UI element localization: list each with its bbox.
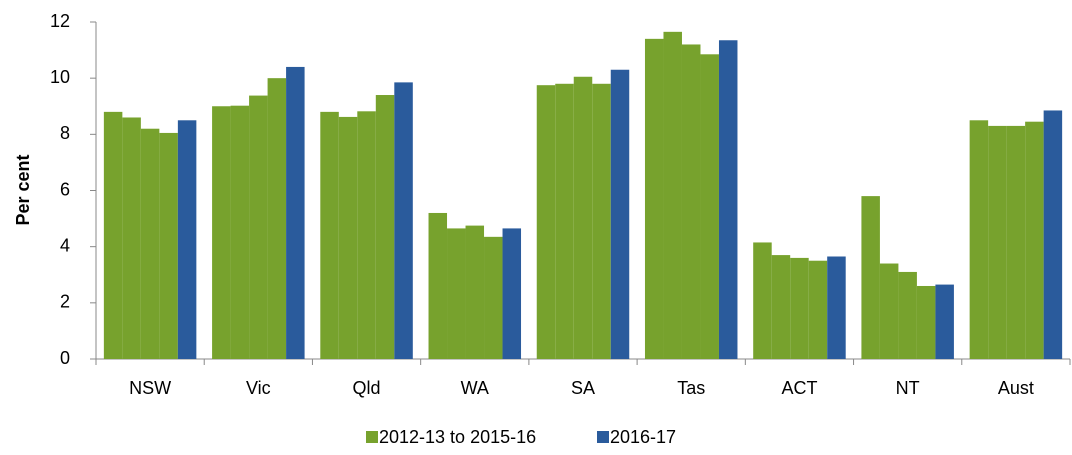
legend-swatch: [366, 431, 378, 443]
bar: [428, 212, 448, 359]
bar: [484, 236, 503, 359]
bar: [465, 225, 485, 359]
bar: [394, 82, 413, 360]
bar: [610, 69, 630, 359]
x-tick-label: ACT: [781, 378, 817, 398]
bar: [140, 128, 160, 359]
y-tick-label: 8: [60, 123, 70, 143]
bar: [879, 263, 899, 359]
bar: [771, 255, 791, 359]
bar: [1006, 125, 1026, 360]
y-tick-label: 10: [50, 67, 70, 87]
bar: [808, 260, 828, 359]
x-tick-label: Vic: [246, 378, 271, 398]
bar: [988, 125, 1007, 360]
bar: [357, 111, 376, 360]
bar: [1025, 121, 1044, 359]
bar: [681, 44, 701, 359]
y-tick-label: 2: [60, 292, 70, 312]
bar: [122, 117, 141, 359]
y-tick-label: 12: [50, 11, 70, 31]
bar: [212, 106, 231, 359]
bar: [103, 111, 123, 359]
legend-swatch: [597, 431, 609, 443]
bar: [177, 120, 197, 360]
x-tick-label: SA: [571, 378, 595, 398]
bar: [644, 38, 664, 359]
bar: [447, 228, 466, 359]
bar: [700, 54, 719, 359]
y-tick-label: 4: [60, 235, 70, 255]
legend-label: 2016-17: [610, 427, 676, 447]
bar: [827, 256, 846, 359]
bar: [573, 76, 593, 359]
bar: [375, 95, 395, 360]
bar: [663, 31, 682, 360]
bar: [286, 66, 305, 359]
bar: [320, 111, 339, 359]
bar: [969, 120, 989, 360]
x-tick-label: NSW: [129, 378, 171, 398]
bar: [935, 284, 954, 359]
bar: [230, 105, 250, 360]
bar: [249, 95, 268, 359]
x-tick-label: Tas: [677, 378, 705, 398]
bar: [861, 196, 880, 359]
bar: [592, 83, 611, 360]
bar: [718, 40, 738, 360]
bar: [753, 242, 772, 359]
bar: [502, 228, 522, 359]
x-tick-label: Aust: [998, 378, 1034, 398]
bar: [898, 271, 917, 359]
y-tick-label: 0: [60, 348, 70, 368]
x-tick-label: Qld: [353, 378, 381, 398]
legend-label: 2012-13 to 2015-16: [379, 427, 536, 447]
bar: [536, 85, 556, 359]
bar: [267, 78, 287, 360]
bar: [790, 257, 809, 359]
y-tick-label: 6: [60, 179, 70, 199]
y-axis-title: Per cent: [13, 154, 33, 225]
x-tick-label: WA: [461, 378, 489, 398]
bar: [1043, 110, 1063, 360]
x-tick-label: NT: [896, 378, 920, 398]
bar: [338, 116, 358, 360]
bar: [555, 83, 574, 360]
bar: [159, 132, 178, 359]
bar: [916, 285, 936, 359]
